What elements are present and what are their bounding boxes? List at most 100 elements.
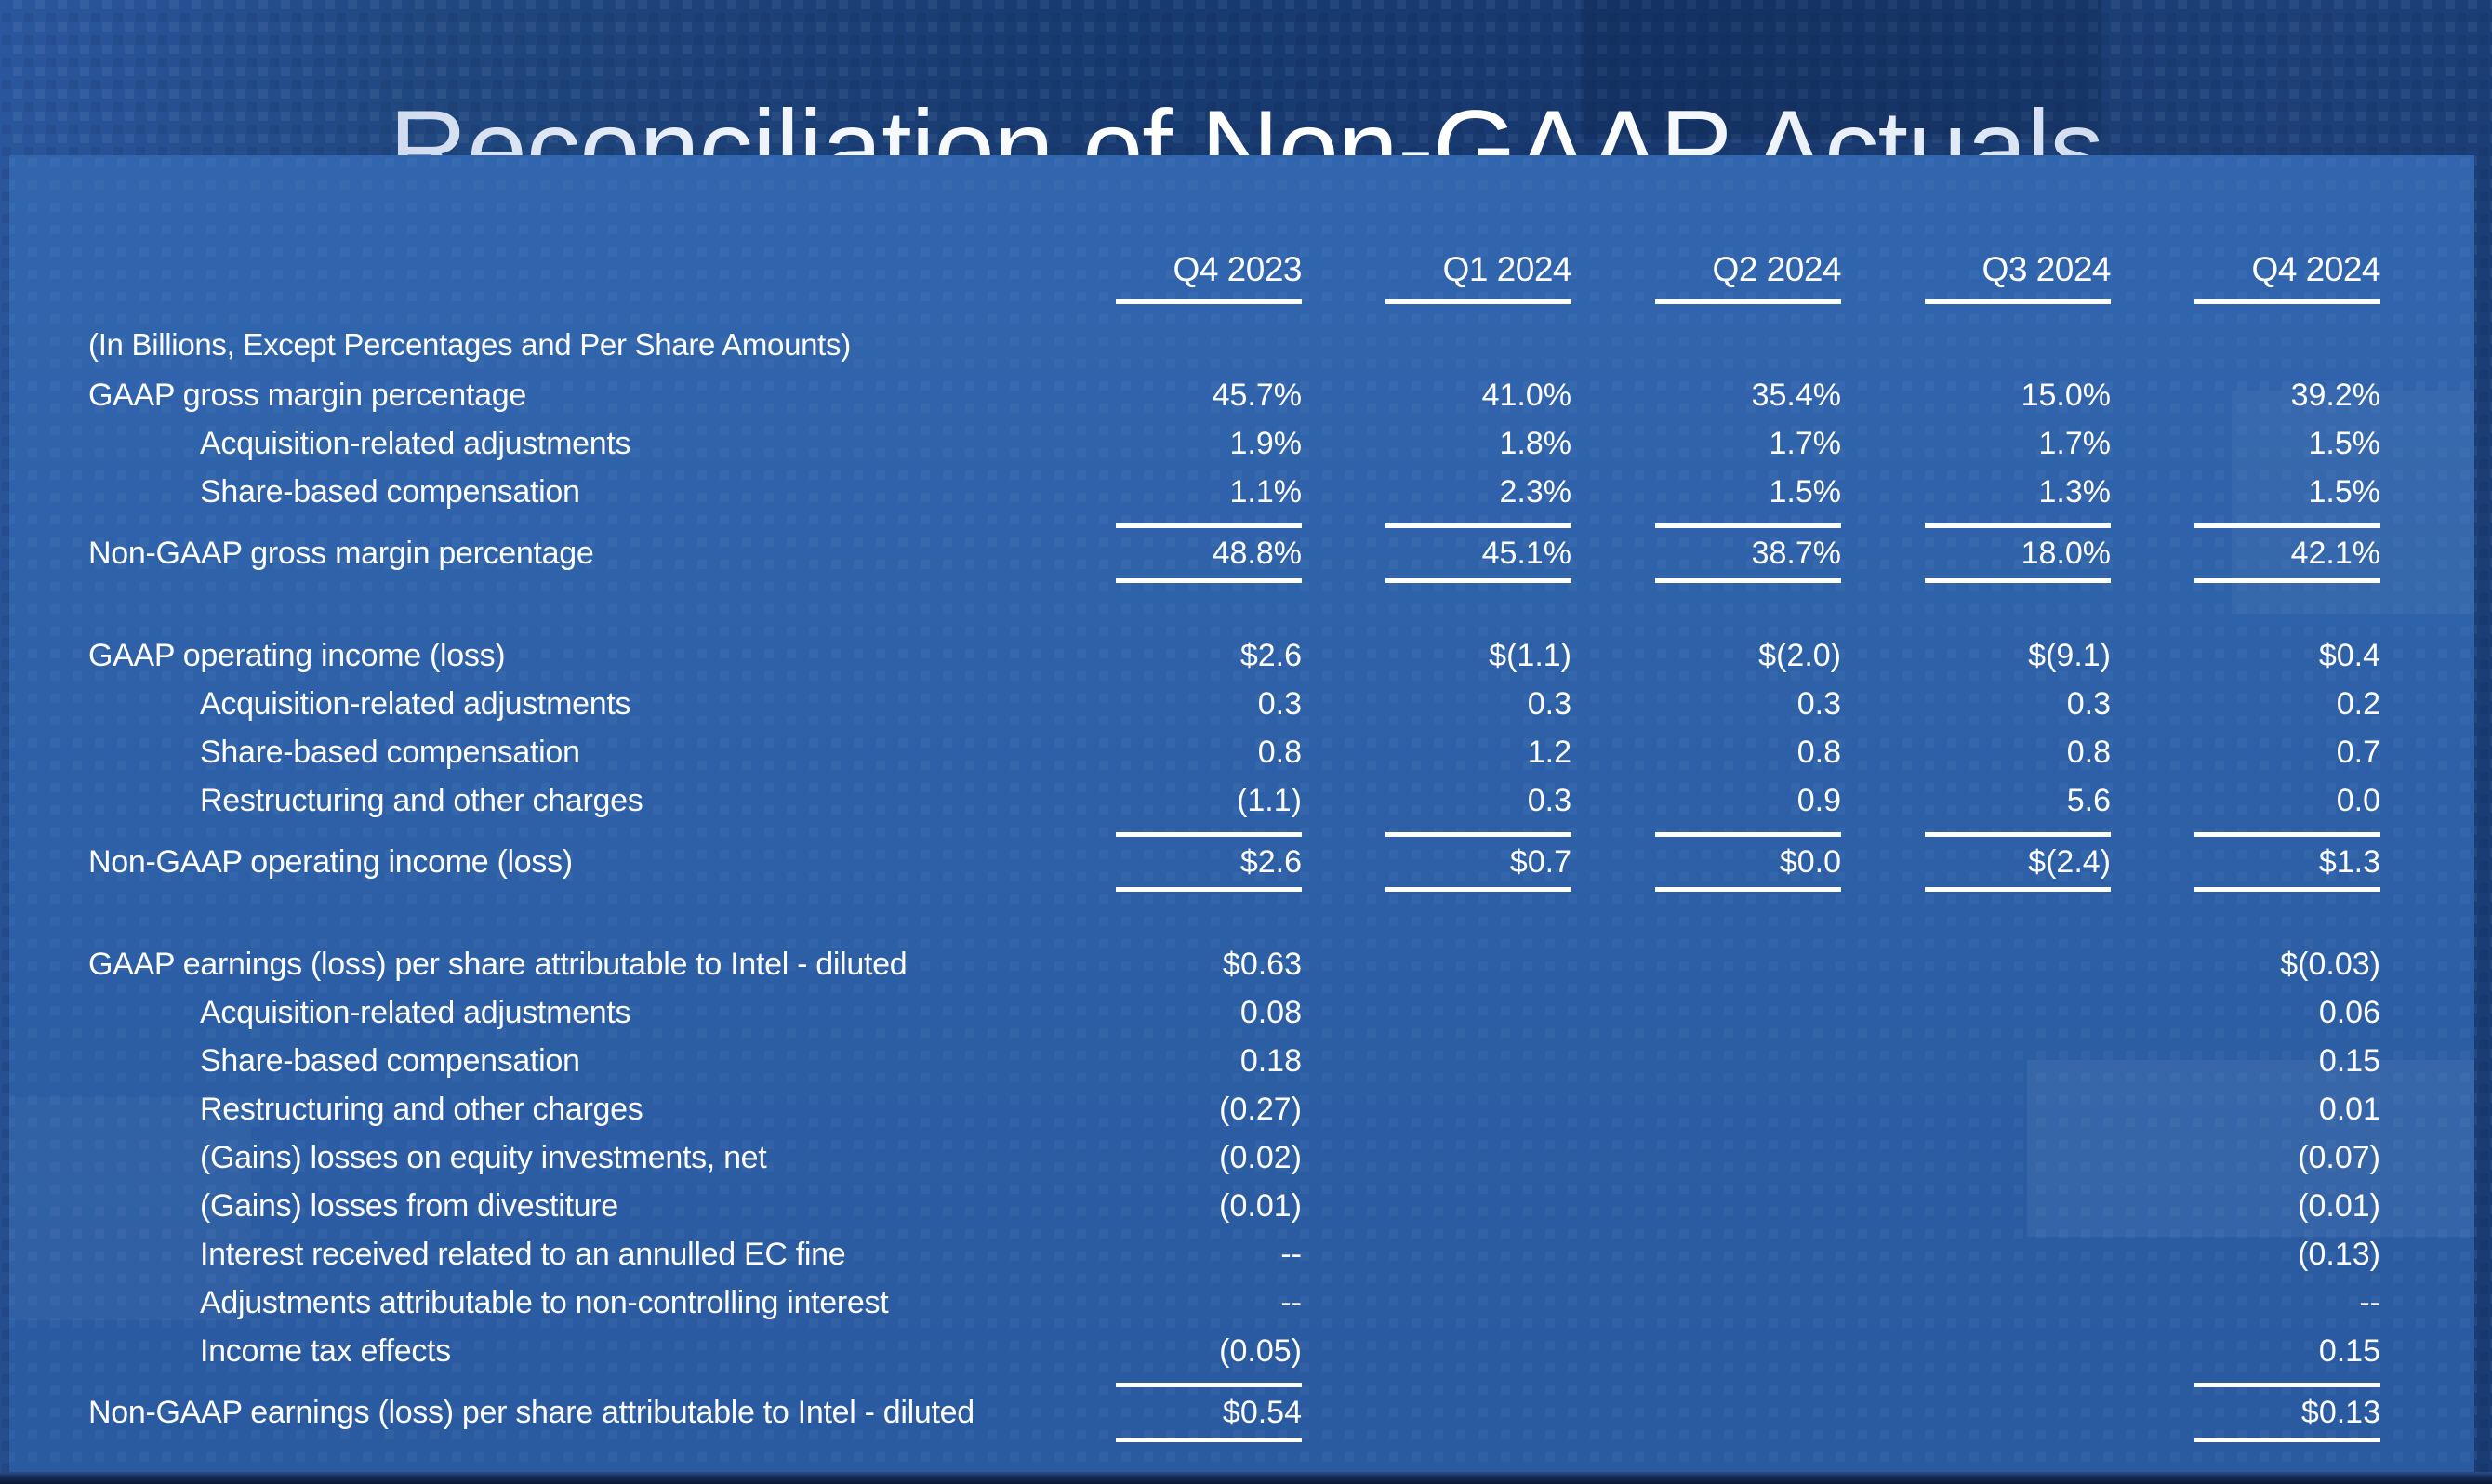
subtotal-rule-bottom [1655, 887, 1841, 892]
subtotal-rule-bottom [2194, 578, 2380, 583]
cell-value: $(1.1) [1489, 637, 1571, 673]
cell-value: 0.3 [1796, 685, 1841, 722]
cell-value: (0.05) [1219, 1332, 1302, 1369]
column-header: Q4 2024 [2251, 250, 2381, 288]
table-row: Share-based compensation 0.18 0.15 [88, 1037, 2380, 1085]
subtotal-rule-top [1925, 523, 2111, 528]
row-label: Non-GAAP operating income (loss) [88, 843, 573, 880]
table-row: GAAP earnings (loss) per share attributa… [88, 940, 2380, 988]
subtotal-rule-bottom [1655, 578, 1841, 583]
header-underline [1385, 299, 1571, 304]
table-row: Share-based compensation 0.8 1.2 0.8 0.8… [88, 728, 2380, 776]
cell-value: 5.6 [2066, 782, 2111, 818]
row-label: GAAP earnings (loss) per share attributa… [88, 946, 908, 982]
row-label: Share-based compensation [200, 473, 580, 510]
row-label: (Gains) losses on equity investments, ne… [200, 1139, 767, 1175]
cell-value: 0.18 [1239, 1042, 1302, 1079]
cell-value: $2.6 [1239, 637, 1302, 673]
cell-value: $(0.03) [2280, 946, 2380, 982]
table-row: (Gains) losses from divestiture (0.01) (… [88, 1182, 2380, 1230]
cell-value [1571, 1182, 1841, 1230]
row-label: Acquisition-related adjustments [200, 994, 631, 1030]
cell-value: 2.3% [1499, 473, 1572, 510]
row-label: Share-based compensation [200, 1042, 580, 1079]
column-header: Q4 2023 [1173, 250, 1303, 288]
subtotal-row: Non-GAAP operating income (loss) $2.6 $0… [88, 825, 2380, 899]
cell-value: (0.07) [2298, 1139, 2380, 1175]
table-row: GAAP gross margin percentage 45.7% 41.0%… [88, 371, 2380, 419]
table-panel: Q4 2023 Q1 2024 Q2 2024 Q3 2024 Q4 2024 … [9, 155, 2474, 1472]
cell-value: $0.7 [1509, 844, 1571, 880]
subtotal-rule-top [2194, 832, 2380, 837]
table-row: (Gains) losses on equity investments, ne… [88, 1133, 2380, 1182]
cell-value: 0.15 [2318, 1332, 2380, 1369]
cell-value [1302, 1230, 1571, 1279]
cell-value: $2.6 [1239, 844, 1302, 880]
cell-value [1571, 1085, 1841, 1133]
cell-value: (0.02) [1219, 1139, 1302, 1175]
subtotal-rule-bottom [1925, 887, 2111, 892]
table-header-row: Q4 2023 Q1 2024 Q2 2024 Q3 2024 Q4 2024 [88, 237, 2381, 319]
cell-value: 1.5% [2308, 473, 2381, 510]
cell-value: 0.2 [2336, 685, 2380, 722]
column-header: Q2 2024 [1712, 250, 1842, 288]
row-label: Non-GAAP gross margin percentage [88, 535, 594, 571]
subtotal-rule-top [1925, 832, 2111, 837]
cell-value: 1.3% [2038, 473, 2112, 510]
cell-value: 1.1% [1229, 473, 1303, 510]
cell-value: 35.4% [1751, 377, 1841, 413]
subtotal-rule-top [1655, 523, 1841, 528]
cell-value [1841, 1327, 2111, 1375]
subtotal-rule-top [1116, 1383, 1302, 1387]
subtotal-rule-bottom [1925, 578, 2111, 583]
cell-value: 0.06 [2318, 994, 2380, 1030]
subtotal-rule-bottom [1116, 887, 1302, 892]
row-label: (Gains) losses from divestiture [200, 1187, 618, 1224]
subtotal-rule-bottom [2194, 1438, 2380, 1442]
cell-value [1841, 1085, 2111, 1133]
row-label: Restructuring and other charges [200, 1091, 643, 1127]
subtotal-rule-bottom [1116, 578, 1302, 583]
table-row: GAAP operating income (loss) $2.6 $(1.1)… [88, 631, 2380, 680]
cell-value [1571, 1279, 1841, 1327]
row-label: GAAP gross margin percentage [88, 377, 527, 413]
cell-value: (1.1) [1237, 782, 1302, 818]
reconciliation-table: Q4 2023 Q1 2024 Q2 2024 Q3 2024 Q4 2024 … [88, 237, 2381, 1450]
subtotal-rule-top [1116, 523, 1302, 528]
subtotal-rule-top [2194, 1383, 2380, 1387]
table-note: (In Billions, Except Percentages and Per… [88, 327, 851, 362]
cell-value [1302, 1327, 1571, 1375]
footer-bar [0, 1472, 2492, 1484]
subtotal-rule-top [1385, 832, 1571, 837]
cell-value: 42.1% [2290, 536, 2380, 571]
table-row: Income tax effects (0.05) 0.15 [88, 1327, 2380, 1375]
cell-value: (0.27) [1219, 1091, 1302, 1127]
cell-value: 0.3 [1527, 782, 1571, 818]
cell-value [1571, 1327, 1841, 1375]
cell-value [1571, 1375, 1841, 1450]
row-label: Non-GAAP earnings (loss) per share attri… [88, 1394, 974, 1430]
cell-value: 1.5% [1769, 473, 1842, 510]
column-header: Q1 2024 [1442, 250, 1572, 288]
cell-value: (0.01) [2298, 1187, 2380, 1224]
cell-value: 1.7% [1769, 425, 1842, 461]
cell-value: 1.9% [1229, 425, 1303, 461]
cell-value: 1.7% [2038, 425, 2112, 461]
cell-value: 39.2% [2290, 377, 2380, 413]
cell-value: 1.5% [2308, 425, 2381, 461]
section-gap [88, 899, 2380, 940]
cell-value: 1.8% [1499, 425, 1572, 461]
cell-value: -- [2359, 1284, 2380, 1320]
table-row: Restructuring and other charges (0.27) 0… [88, 1085, 2380, 1133]
cell-value: 0.08 [1239, 994, 1302, 1030]
cell-value [1841, 1279, 2111, 1327]
table-row: Acquisition-related adjustments 1.9% 1.8… [88, 419, 2380, 468]
cell-value: $(2.4) [2028, 844, 2111, 880]
cell-value: 0.01 [2318, 1091, 2380, 1127]
cell-value: 0.0 [2336, 782, 2380, 818]
cell-value: 0.8 [2066, 734, 2111, 770]
cell-value [1571, 1230, 1841, 1279]
row-label: Acquisition-related adjustments [200, 685, 631, 722]
subtotal-row: Non-GAAP gross margin percentage 48.8% 4… [88, 516, 2380, 590]
